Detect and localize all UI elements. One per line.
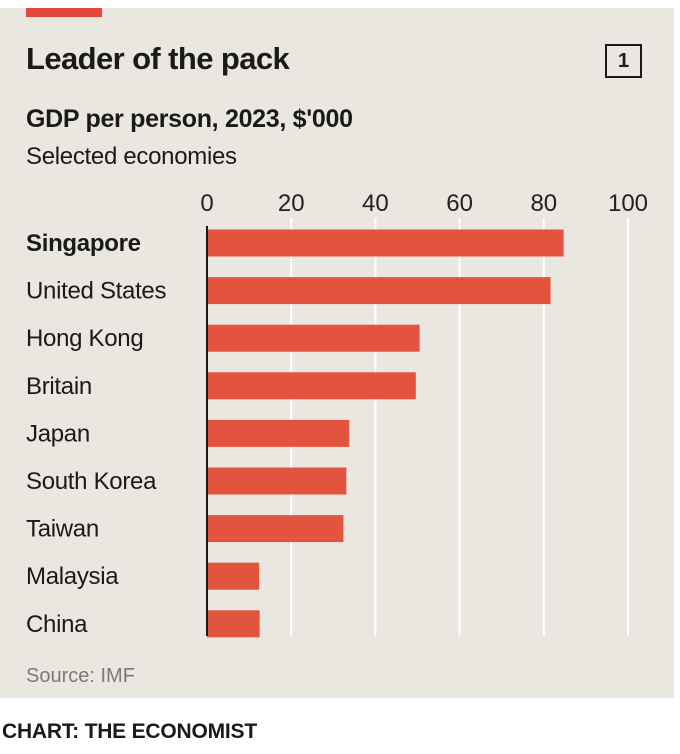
chart-title: Leader of the pack <box>26 41 290 76</box>
accent-tab <box>26 8 102 17</box>
bar-china <box>207 610 260 638</box>
bar-taiwan <box>207 515 344 543</box>
x-tick-label: 40 <box>362 190 389 217</box>
x-tick-label: 0 <box>200 190 213 217</box>
bar-japan <box>207 419 350 447</box>
category-label: Hong Kong <box>26 325 143 352</box>
bar-britain <box>207 372 416 400</box>
chart-subtitle: GDP per person, 2023, $'000 <box>26 105 353 133</box>
x-tick-label: 100 <box>608 190 648 217</box>
bar-malaysia <box>207 562 260 590</box>
category-label: China <box>26 611 88 638</box>
source-note: Source: IMF <box>26 665 135 687</box>
chart-number-badge: 1 <box>605 44 642 78</box>
bar-singapore <box>207 229 564 257</box>
x-tick-label: 20 <box>278 190 305 217</box>
category-label: South Korea <box>26 468 157 495</box>
category-label: Britain <box>26 373 92 400</box>
bar-hong-kong <box>207 324 420 352</box>
category-label: Malaysia <box>26 563 119 590</box>
bar-united-states <box>207 277 551 305</box>
category-label: Taiwan <box>26 516 99 543</box>
chart-credit: CHART: THE ECONOMIST <box>2 720 257 743</box>
bar-chart: 0 20 40 60 80 100 Singapore United States Hong K… <box>26 190 648 638</box>
chart-panel: Leader of the pack 1 GDP per person, 202… <box>0 8 674 698</box>
x-tick-label: 80 <box>530 190 557 217</box>
category-label: Singapore <box>26 230 141 257</box>
x-tick-label: 60 <box>446 190 473 217</box>
category-label: Japan <box>26 420 90 447</box>
chart-note: Selected economies <box>26 143 237 170</box>
category-label: United States <box>26 278 166 305</box>
bar-south-korea <box>207 467 347 495</box>
